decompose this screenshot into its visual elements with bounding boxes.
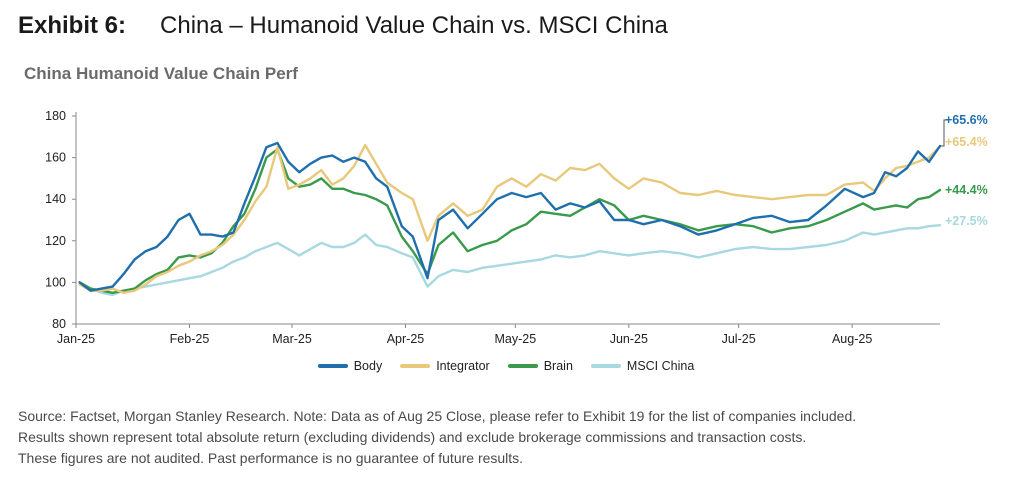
legend-label: Body (353, 359, 383, 373)
source-note: Source: Factset, Morgan Stanley Research… (18, 406, 1003, 469)
y-tick-label: 140 (45, 192, 66, 206)
legend-swatch (400, 364, 431, 368)
line-chart: 80 100 120 140 160 180 Jan-25 Feb-25 Mar-25 Apr-2… (45, 109, 988, 346)
legend-swatch (317, 364, 348, 368)
x-tick-label: May-25 (494, 332, 536, 346)
series-line-integrator (78, 143, 942, 294)
legend-label: MSCI China (626, 359, 695, 373)
y-tick-label: 80 (52, 317, 66, 331)
legend-swatch (590, 364, 621, 368)
end-label-leader (940, 119, 948, 147)
chart-title: China Humanoid Value Chain Perf (24, 64, 298, 83)
x-tick-label: Apr-25 (387, 332, 425, 346)
x-tick-label: Feb-25 (170, 332, 210, 346)
y-tick-label: 100 (45, 275, 66, 289)
source-line-1: Source: Factset, Morgan Stanley Research… (18, 408, 857, 424)
end-label: +65.4% (945, 135, 988, 149)
legend-item: Body (317, 359, 383, 373)
legend-label: Brain (543, 359, 573, 373)
exhibit-label: Exhibit 6: (18, 12, 127, 39)
legend-item: Integrator (400, 359, 490, 373)
chart-legend: Body Integrator Brain MSCI China (0, 359, 1012, 373)
series-line-body (78, 141, 942, 292)
x-tick-label: Jan-25 (57, 332, 95, 346)
end-label: +44.4% (945, 183, 988, 197)
x-tick-label: Jul-25 (722, 332, 756, 346)
y-tick-label: 160 (45, 151, 66, 165)
exhibit-title: China – Humanoid Value Chain vs. MSCI Ch… (160, 12, 668, 39)
series-line-brain (78, 148, 942, 294)
legend-item: Brain (507, 359, 573, 373)
legend-item: MSCI China (590, 359, 695, 373)
end-label: +27.5% (945, 214, 988, 228)
y-tick-label: 120 (45, 234, 66, 248)
series-line-msci-china (78, 224, 942, 297)
source-line-3: These figures are not audited. Past perf… (18, 450, 524, 466)
x-tick-label: Jun-25 (610, 332, 648, 346)
source-line-2: Results shown represent total absolute r… (18, 429, 807, 445)
legend-label: Integrator (436, 359, 490, 373)
y-tick-label: 180 (45, 109, 66, 123)
legend-swatch (507, 364, 538, 368)
exhibit-header: Exhibit 6: China – Humanoid Value Chain … (18, 12, 668, 46)
end-label: +65.6% (945, 113, 988, 127)
x-tick-label: Mar-25 (272, 332, 312, 346)
x-tick-label: Aug-25 (832, 332, 872, 346)
